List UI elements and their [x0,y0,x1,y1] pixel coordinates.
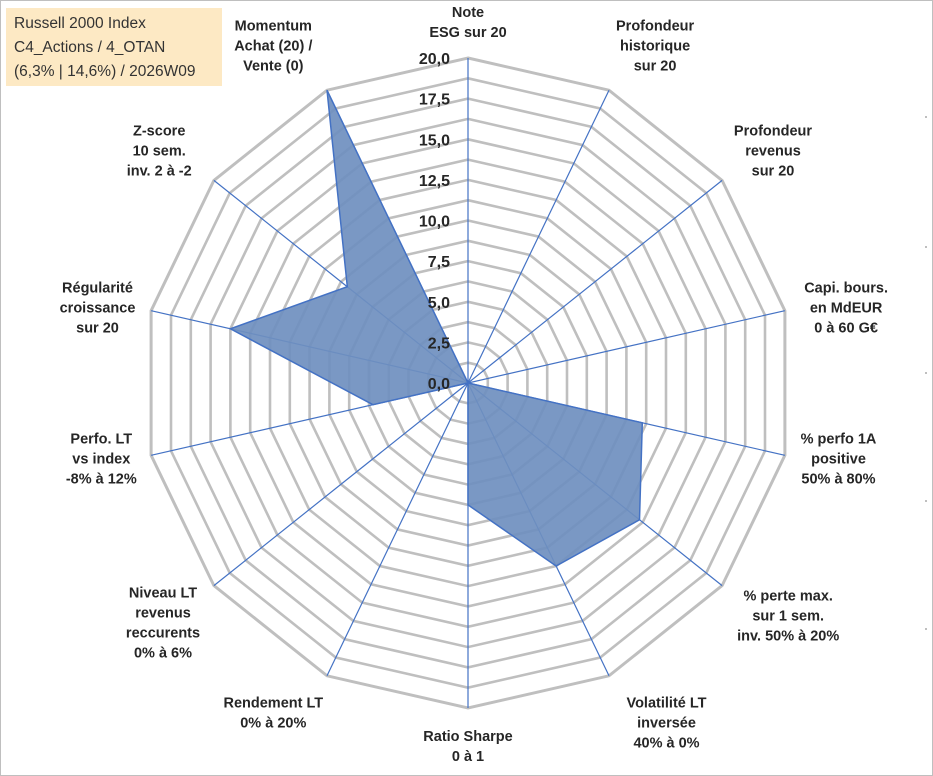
axis-label: Profondeur [734,124,812,140]
tick-label: 7,5 [428,254,450,271]
axis-label: Niveau LT [129,585,197,601]
axis-spoke [467,310,786,384]
axis-spoke [213,382,469,587]
axis-label: reccurents [126,625,200,641]
edge-mark [925,372,927,374]
edge-mark [925,246,927,248]
axis-label: 10 sem. [133,144,186,160]
axis-label: Vente (0) [243,59,304,75]
edge-mark [925,628,927,630]
tick-label: 5,0 [428,295,450,312]
tick-label: 2,5 [428,335,450,352]
tick-label: 15,0 [419,132,450,149]
index-name: Russell 2000 Index [14,15,146,32]
tick-label: 12,5 [419,173,450,190]
axis-label: 0% à 20% [240,715,306,731]
radar-series [228,89,644,567]
axis-label: revenus [745,144,801,160]
axis-label: sur 1 sem. [752,608,824,624]
axis-label: positive [811,451,866,467]
info-box: Russell 2000 Index C4_Actions / 4_OTAN (… [6,8,222,86]
axis-label: 50% à 80% [801,471,875,487]
axis-label: Ratio Sharpe [423,729,512,745]
axis-label: croissance [60,301,136,317]
axis-label: % perte max. [743,588,832,604]
tick-label: 10,0 [419,214,450,231]
edge-mark [925,116,927,118]
tick-label: 0,0 [428,376,450,393]
axis-label: Note [452,5,484,21]
axis-label: sur 20 [634,59,677,75]
axis-label: Profondeur [616,19,694,35]
tick-label: 17,5 [419,92,450,109]
axis-spoke [467,179,723,384]
axis-spoke [326,382,469,677]
axis-spoke [467,89,610,384]
axis-label: Volatilité LT [626,695,706,711]
axis-label: Achat (20) / [234,39,312,55]
axis-label: sur 20 [752,164,795,180]
axis-label: % perfo 1A [801,431,877,447]
axis-label: en MdEUR [810,301,883,317]
axis-label: 40% à 0% [633,735,699,751]
series-area [228,89,644,567]
axis-label: -8% à 12% [66,471,137,487]
axis-label: inv. 2 à -2 [127,164,192,180]
axis-label: 0% à 6% [134,645,192,661]
axis-label: vs index [72,451,130,467]
radar-tick-labels: 0,0 2,5 5,0 7,5 10,0 12,5 15,0 17,5 20,0 [419,51,450,393]
axis-label: Capi. bours. [804,281,888,297]
radar-axis-labels: Note ESG sur 20 Profondeur historique sur 20… [60,5,888,765]
axis-label: Régularité [62,281,133,297]
tick-label: 20,0 [419,51,450,68]
period-stats: (6,3% | 14,6%) / 2026W09 [14,63,196,80]
edge-mark [925,500,927,502]
axis-label: Z-score [133,124,185,140]
axis-label: ESG sur 20 [429,25,506,41]
axis-label: sur 20 [76,321,119,337]
axis-label: Momentum [235,19,312,35]
axis-label: 0 à 1 [452,749,484,765]
axis-label: Perfo. LT [70,431,132,447]
axis-label: inv. 50% à 20% [737,628,839,644]
axis-label: inversée [637,715,696,731]
portfolio-path: C4_Actions / 4_OTAN [14,39,166,56]
axis-label: 0 à 60 G€ [814,321,878,337]
axis-label: revenus [135,605,191,621]
axis-label: historique [620,39,690,55]
axis-label: Rendement LT [223,695,323,711]
